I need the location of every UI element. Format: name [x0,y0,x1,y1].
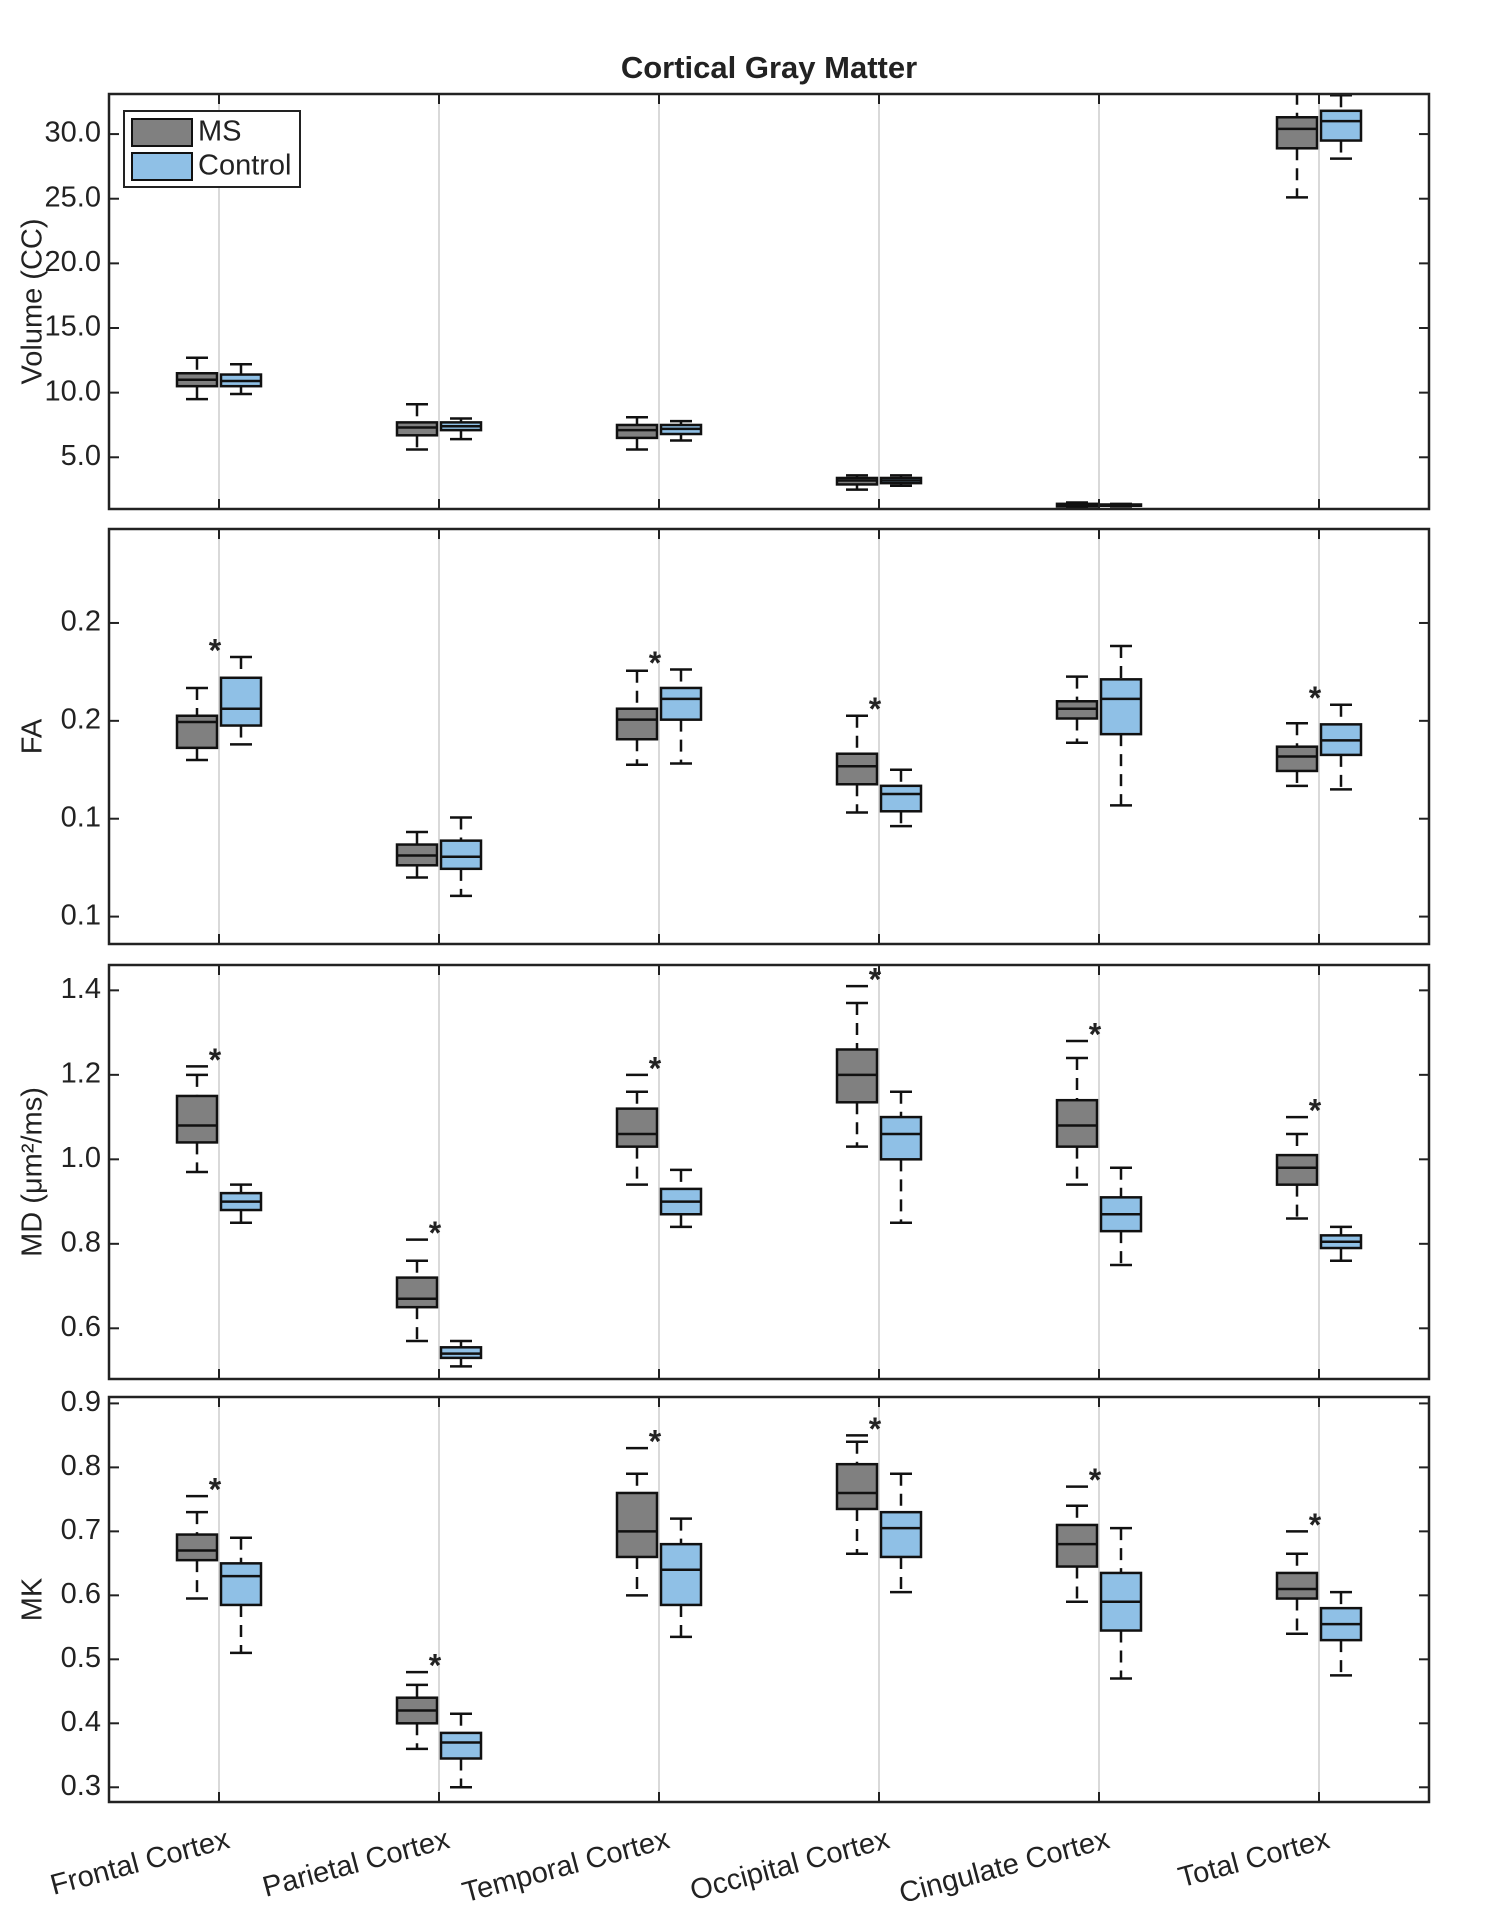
panel: 0.3 0.4 0.5 0.6 0.7 0.8 0.9 MK * * * * * * [17,1386,1431,1804]
box [219,1562,263,1607]
chart-title: Cortical Gray Matter [621,50,917,85]
significance-marker: * [429,1648,442,1684]
y-tick-label: 30.0 [45,117,101,149]
box [835,1462,879,1511]
y-axis-label: MK [17,1577,49,1621]
y-tick-label: 0.9 [61,1386,101,1418]
significance-marker: * [649,1050,662,1086]
axes-frame [107,92,1431,511]
box [439,839,483,871]
legend-label: MS [198,116,242,148]
x-tick-label: Total Cortex [1175,1823,1333,1894]
y-tick-label: 0.1 [61,801,101,833]
significance-marker: * [1309,680,1322,716]
significance-marker: * [869,691,882,727]
box [879,1510,923,1559]
y-tick-label: 0.8 [61,1226,101,1258]
legend-swatch [131,118,193,147]
box [175,714,219,750]
box [1275,1571,1319,1600]
axes-frame [107,1395,1431,1804]
y-tick-label: 0.1 [61,899,101,931]
box [1319,109,1363,142]
y-tick-label: 1.0 [61,1142,101,1174]
box [1055,1098,1099,1148]
box [659,686,703,721]
box [395,1276,439,1309]
legend-swatch [131,152,193,181]
significance-marker: * [869,1411,882,1447]
axes-frame [107,963,1431,1381]
y-tick-label: 0.4 [61,1706,101,1738]
significance-marker: * [1309,1093,1322,1129]
significance-marker: * [429,1215,442,1251]
significance-marker: * [1309,1507,1322,1543]
plot-area [175,1397,1363,1802]
box [219,676,263,727]
panel: 0.1 0.1 0.2 0.2 FA * * * * [17,527,1431,946]
panel: 5.0 10.0 15.0 20.0 25.0 30.0 Volume (CC) MSCont… [17,92,1431,511]
plot-area [175,529,1363,944]
box [1099,678,1143,736]
box [615,423,659,440]
box [615,1107,659,1148]
plot-area [175,94,1363,509]
x-tick-label: Cingulate Cortex [896,1823,1113,1908]
significance-marker: * [209,632,222,668]
significance-marker: * [1089,1016,1102,1052]
box [1275,1153,1319,1186]
x-tick-label: Parietal Cortex [259,1823,453,1904]
box [615,707,659,741]
box [615,1491,659,1559]
axes-frame [107,527,1431,946]
y-tick-label: 15.0 [45,311,101,343]
box [1275,745,1319,773]
y-axis-label: Volume (CC) [17,219,49,385]
plot-area [175,965,1363,1379]
y-axis-label: MD (μm²/ms) [17,1087,49,1257]
box [1275,116,1319,150]
y-tick-label: 0.2 [61,703,101,735]
y-axis-label: FA [17,718,49,754]
y-tick-label: 25.0 [45,181,101,213]
significance-marker: * [869,962,882,998]
y-tick-label: 0.8 [61,1450,101,1482]
box [879,784,923,813]
legend-label: Control [198,150,292,182]
y-tick-label: 1.4 [61,973,101,1005]
y-tick-label: 1.2 [61,1057,101,1089]
significance-marker: * [1089,1462,1102,1498]
y-tick-label: 0.7 [61,1514,101,1546]
significance-marker: * [649,1424,662,1460]
y-tick-label: 0.3 [61,1770,101,1802]
box [1055,1523,1099,1568]
box [175,1533,219,1562]
significance-marker: * [649,645,662,681]
box [659,1542,703,1607]
y-tick-label: 10.0 [45,375,101,407]
x-tick-label: Frontal Cortex [47,1823,233,1902]
box [879,1115,923,1161]
y-tick-label: 0.2 [61,606,101,638]
significance-marker: * [209,1472,222,1508]
panel: 0.6 0.8 1.0 1.2 1.4 MD (μm²/ms) * * * * * * [17,962,1431,1381]
box [439,1731,483,1760]
box [395,421,439,437]
box [835,752,879,786]
y-tick-label: 0.5 [61,1642,101,1674]
box [175,1094,219,1144]
x-tick-label: Occipital Cortex [687,1823,893,1907]
significance-marker: * [209,1042,222,1078]
y-tick-label: 0.6 [61,1311,101,1343]
x-tick-label: Temporal Cortex [459,1823,673,1908]
y-tick-label: 5.0 [61,440,101,472]
y-tick-label: 20.0 [45,246,101,278]
y-tick-label: 0.6 [61,1578,101,1610]
